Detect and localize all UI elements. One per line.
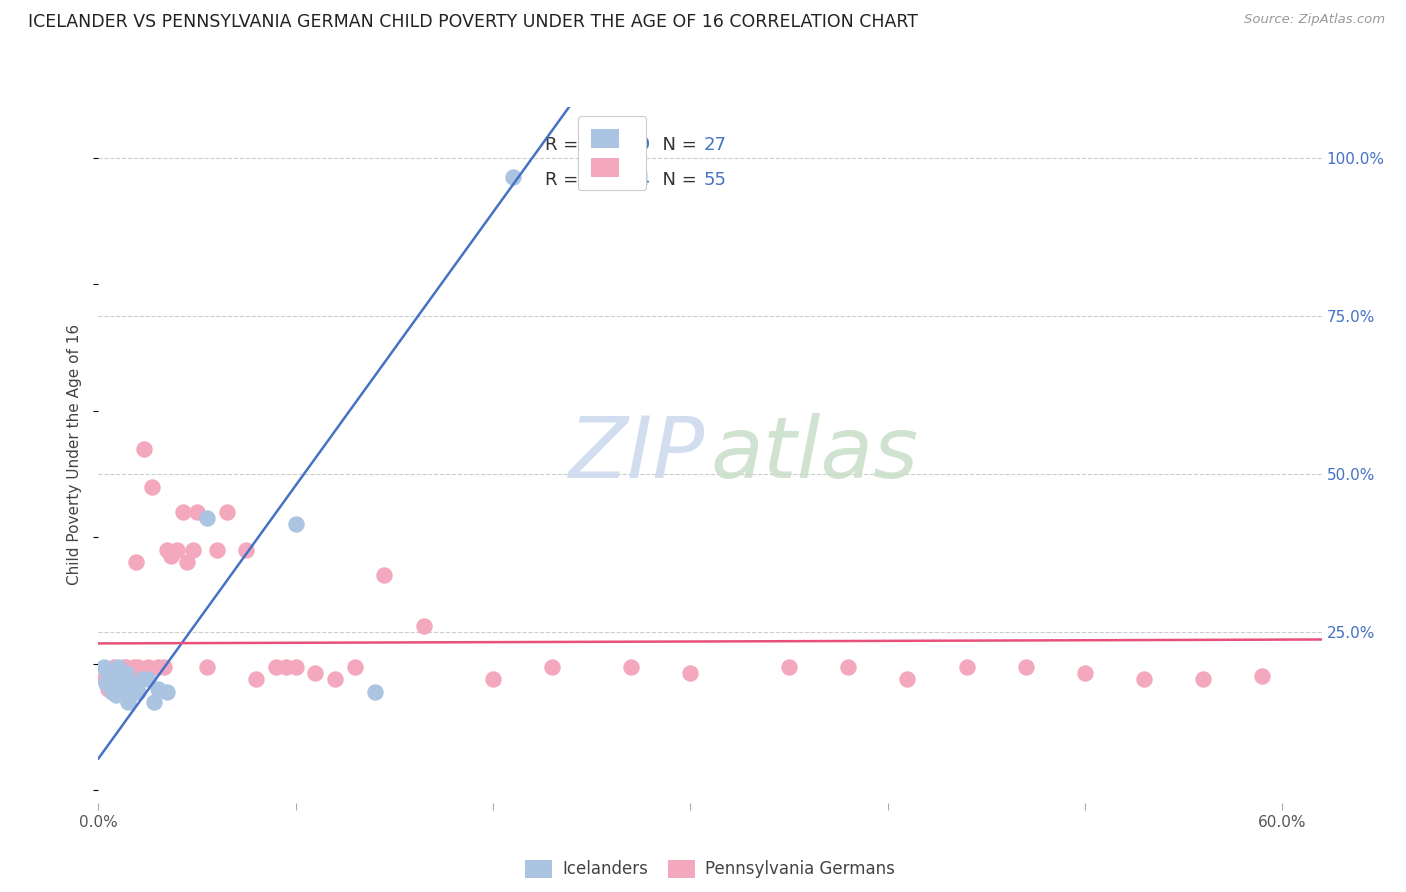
Point bbox=[128, 673, 150, 687]
Point bbox=[107, 666, 129, 681]
Point bbox=[160, 549, 183, 563]
Point bbox=[136, 673, 159, 687]
Point bbox=[896, 673, 918, 687]
Text: 0.014: 0.014 bbox=[600, 171, 651, 189]
Point bbox=[141, 479, 163, 493]
Point bbox=[284, 660, 307, 674]
Point bbox=[176, 556, 198, 570]
Point bbox=[152, 660, 174, 674]
Point bbox=[101, 675, 124, 690]
Point bbox=[131, 673, 153, 687]
Point bbox=[264, 660, 287, 674]
Text: ZIP: ZIP bbox=[568, 413, 704, 497]
Text: Source: ZipAtlas.com: Source: ZipAtlas.com bbox=[1244, 13, 1385, 27]
Point bbox=[97, 681, 120, 696]
Point bbox=[127, 685, 149, 699]
Point bbox=[115, 660, 138, 674]
Point bbox=[96, 675, 118, 690]
Point bbox=[482, 673, 505, 687]
Point bbox=[127, 660, 149, 674]
Point bbox=[1251, 669, 1274, 683]
Text: R =: R = bbox=[546, 171, 583, 189]
Point bbox=[181, 542, 204, 557]
Point bbox=[105, 675, 128, 690]
Point bbox=[235, 542, 257, 557]
Point bbox=[146, 660, 169, 674]
Point bbox=[103, 681, 125, 696]
Point bbox=[125, 556, 148, 570]
Point bbox=[620, 660, 643, 674]
Point bbox=[103, 660, 125, 674]
Point bbox=[1192, 673, 1215, 687]
Point bbox=[955, 660, 977, 674]
Point bbox=[117, 695, 139, 709]
Point bbox=[186, 505, 208, 519]
Point bbox=[156, 685, 179, 699]
Point bbox=[541, 660, 564, 674]
Text: 55: 55 bbox=[704, 171, 727, 189]
Point bbox=[136, 660, 159, 674]
Text: R =: R = bbox=[546, 136, 583, 154]
Point bbox=[132, 442, 155, 456]
Point bbox=[323, 673, 346, 687]
Point bbox=[93, 673, 115, 687]
Point bbox=[1015, 660, 1038, 674]
Point bbox=[363, 685, 385, 699]
Point bbox=[111, 675, 134, 690]
Point bbox=[195, 660, 218, 674]
Point bbox=[778, 660, 800, 674]
Point bbox=[105, 688, 128, 702]
Point bbox=[245, 673, 267, 687]
Point bbox=[343, 660, 366, 674]
Y-axis label: Child Poverty Under the Age of 16: Child Poverty Under the Age of 16 bbox=[67, 325, 83, 585]
Point bbox=[215, 505, 238, 519]
Point bbox=[122, 679, 145, 693]
Text: atlas: atlas bbox=[710, 413, 918, 497]
Point bbox=[195, 511, 218, 525]
Point bbox=[98, 679, 121, 693]
Legend: Icelanders, Pennsylvania Germans: Icelanders, Pennsylvania Germans bbox=[519, 853, 901, 885]
Point bbox=[108, 681, 131, 696]
Point bbox=[117, 669, 139, 683]
Text: 0.689: 0.689 bbox=[600, 136, 651, 154]
Point bbox=[112, 673, 135, 687]
Text: N =: N = bbox=[651, 171, 703, 189]
Point bbox=[146, 681, 169, 696]
Point bbox=[837, 660, 859, 674]
Point bbox=[172, 505, 194, 519]
Point bbox=[107, 666, 129, 681]
Point bbox=[502, 169, 524, 184]
Point bbox=[679, 666, 702, 681]
Point bbox=[111, 673, 134, 687]
Point bbox=[166, 542, 188, 557]
Text: ICELANDER VS PENNSYLVANIA GERMAN CHILD POVERTY UNDER THE AGE OF 16 CORRELATION C: ICELANDER VS PENNSYLVANIA GERMAN CHILD P… bbox=[28, 13, 918, 31]
Text: N =: N = bbox=[651, 136, 703, 154]
Point bbox=[373, 568, 395, 582]
Point bbox=[101, 666, 124, 681]
Point bbox=[115, 666, 138, 681]
Point bbox=[118, 666, 141, 681]
Point bbox=[304, 666, 326, 681]
Point bbox=[108, 673, 131, 687]
Point bbox=[413, 618, 436, 632]
Point bbox=[274, 660, 297, 674]
Point bbox=[142, 695, 165, 709]
Point bbox=[1074, 666, 1097, 681]
Point bbox=[97, 666, 120, 681]
Point bbox=[118, 685, 141, 699]
Point bbox=[205, 542, 228, 557]
Point bbox=[121, 669, 143, 683]
Point bbox=[112, 660, 135, 674]
Point bbox=[93, 660, 115, 674]
Point bbox=[156, 542, 179, 557]
Text: 27: 27 bbox=[704, 136, 727, 154]
Point bbox=[284, 517, 307, 532]
Point bbox=[107, 660, 129, 674]
Point bbox=[1133, 673, 1156, 687]
Point bbox=[101, 685, 124, 699]
Point bbox=[122, 660, 145, 674]
